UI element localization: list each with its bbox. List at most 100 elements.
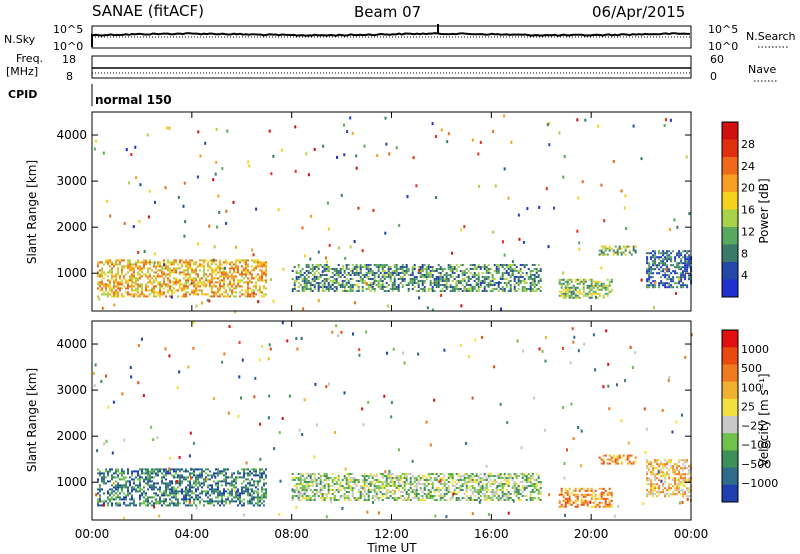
echo-cell [237, 271, 239, 274]
echo-cell [247, 494, 249, 497]
noise-cell [607, 362, 610, 366]
echo-cell [139, 275, 141, 278]
echo-cell [479, 286, 482, 288]
echo-cell [223, 291, 225, 294]
echo-cell [608, 247, 611, 250]
echo-cell [265, 496, 267, 499]
echo-cell [497, 290, 500, 292]
echo-cell [427, 288, 430, 290]
echo-cell [531, 280, 534, 282]
echo-cell [648, 278, 651, 281]
echo-cell [219, 289, 221, 292]
echo-cell [143, 478, 145, 481]
echo-cell [223, 287, 225, 290]
echo-cell [121, 281, 123, 284]
echo-cell [329, 280, 332, 282]
noise-cell [137, 251, 140, 254]
echo-cell [507, 499, 510, 501]
echo-cell [307, 288, 310, 290]
echo-cell [239, 502, 241, 505]
echo-cell [483, 290, 486, 292]
echo-cell [127, 492, 129, 495]
echo-cell [173, 287, 175, 290]
echo-cell [646, 471, 649, 474]
echo-cell [485, 497, 488, 499]
echo-cell [133, 271, 135, 274]
echo-cell [133, 480, 135, 483]
echo-cell [133, 478, 135, 481]
echo-cell [367, 278, 370, 280]
echo-cell [648, 491, 651, 494]
echo-cell [149, 470, 151, 473]
echo-cell [351, 477, 354, 479]
echo-cell [371, 477, 374, 479]
echo-cell [111, 476, 113, 479]
echo-cell [181, 263, 183, 266]
noise-cell [216, 225, 219, 229]
echo-cell [151, 291, 153, 294]
echo-cell [313, 493, 316, 495]
echo-cell [513, 493, 516, 495]
echo-cell [329, 276, 332, 278]
echo-cell [608, 487, 611, 490]
echo-cell [433, 491, 436, 493]
echo-cell [594, 282, 597, 285]
echo-cell [227, 468, 229, 471]
echo-cell [367, 288, 370, 290]
echo-cell [564, 290, 567, 293]
echo-cell [662, 282, 665, 285]
echo-cell [115, 289, 117, 292]
echo-cell [185, 287, 187, 290]
echo-cell [177, 267, 179, 270]
echo-cell [233, 281, 235, 284]
echo-cell [606, 503, 609, 506]
noise-cell [353, 240, 356, 243]
echo-cell [115, 496, 117, 499]
echo-cell [111, 490, 113, 493]
echo-cell [429, 270, 432, 272]
echo-cell [305, 278, 308, 280]
echo-cell [119, 486, 121, 489]
echo-cell [251, 281, 253, 284]
echo-cell [578, 489, 581, 492]
echo-cell [149, 279, 151, 282]
echo-cell [650, 485, 653, 488]
nsky-label: N.Sky [4, 33, 36, 46]
echo-cell [572, 292, 575, 295]
echo-cell [231, 474, 233, 477]
noise-cell [669, 118, 672, 122]
echo-cell [187, 263, 189, 266]
echo-cell [193, 293, 195, 296]
echo-cell [183, 271, 185, 274]
echo-cell [455, 268, 458, 270]
echo-cell [143, 472, 145, 475]
echo-cell [303, 491, 306, 493]
echo-cell [596, 288, 599, 291]
echo-cell [616, 251, 619, 254]
echo-cell [686, 467, 689, 470]
echo-cell [223, 281, 225, 284]
echo-cell [596, 497, 599, 500]
echo-cell [381, 276, 384, 278]
echo-cell [650, 483, 653, 486]
echo-cell [381, 280, 384, 282]
echo-cell [227, 476, 229, 479]
echo-cell [225, 478, 227, 481]
echo-cell [175, 490, 177, 493]
echo-cell [393, 276, 396, 278]
echo-cell [533, 274, 536, 276]
echo-cell [447, 475, 450, 477]
echo-cell [381, 473, 384, 475]
echo-cell [513, 286, 516, 288]
echo-cell [606, 462, 609, 465]
echo-cell [145, 478, 147, 481]
echo-cell [199, 263, 201, 266]
echo-cell [668, 469, 671, 472]
noise-cell [624, 379, 626, 383]
echo-cell [483, 286, 486, 288]
echo-cell [509, 497, 512, 499]
echo-cell [646, 280, 649, 283]
echo-cell [347, 485, 350, 487]
echo-cell [509, 268, 512, 270]
echo-cell [684, 268, 687, 271]
